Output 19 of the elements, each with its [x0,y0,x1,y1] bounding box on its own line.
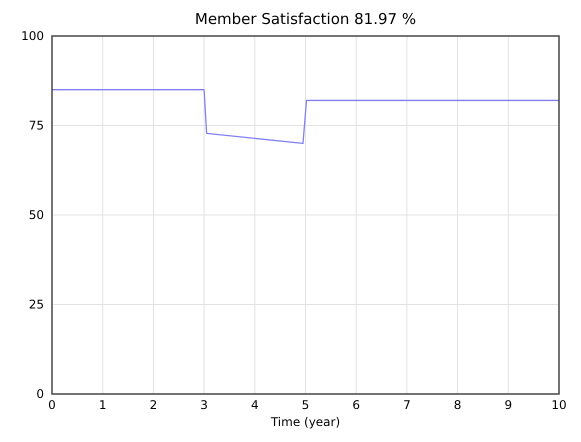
y-tick-label: 75 [28,118,44,132]
x-tick-label: 3 [200,398,208,412]
chart-title: Member Satisfaction 81.97 % [194,10,416,28]
x-tick-label: 4 [250,398,259,412]
x-tick-label: 1 [98,398,107,412]
x-tick-label: 10 [551,398,567,412]
x-tick-label: 2 [150,398,158,412]
line-series [51,89,560,144]
x-tick-label: 9 [504,398,512,412]
x-tick-label: 0 [48,398,56,412]
y-tick-label: 100 [21,29,44,43]
x-tick-label: 7 [403,398,411,412]
x-tick-label: 5 [302,398,310,412]
y-tick-label: 50 [28,208,44,222]
y-tick-label: 25 [28,298,44,312]
y-tick-label: 0 [36,387,44,401]
x-axis-title: Time (year) [270,415,340,429]
x-tick-label: 6 [352,398,360,412]
x-tick-label: 8 [454,398,462,412]
